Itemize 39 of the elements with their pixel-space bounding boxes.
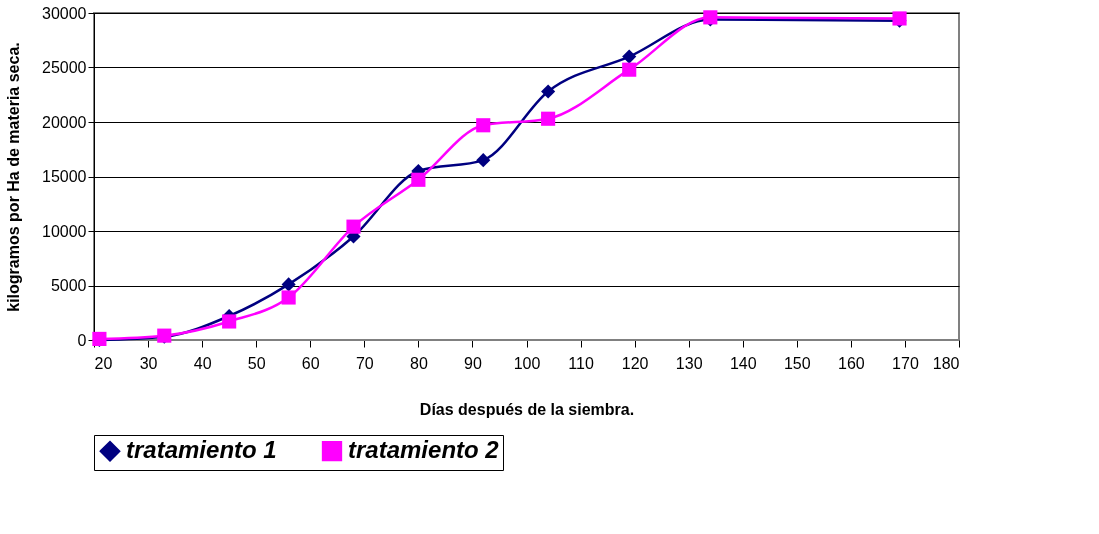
x-tick-label: 50 [247,354,266,372]
x-tick-label: 70 [355,354,374,372]
point [281,290,296,305]
x-tick-label: 110 [568,354,594,372]
legend-label: tratamiento 2 [348,436,500,464]
x-tick-label: 30 [139,354,158,372]
y-tick-label: 10000 [42,222,87,240]
y-tick-label: 20000 [42,113,87,131]
x-tick-label: 60 [301,354,320,372]
point [622,49,637,64]
x-tick-label: 170 [892,354,919,372]
x-tick-label: 90 [464,354,482,372]
x-tick-label: 40 [193,354,212,372]
x-tick-label: 150 [783,354,811,372]
x-tick-label: 120 [621,354,649,372]
x-tick-label: 80 [409,354,428,372]
legend-label: tratamiento 1 [126,436,277,464]
x-axis-title: Días después de la siembra. [419,400,635,418]
y-tick-label: 0 [77,331,87,349]
point [411,172,426,187]
x-tick-label: 160 [838,354,865,372]
point [222,314,237,329]
y-tick-label: 30000 [42,4,87,22]
point [622,62,637,77]
point [476,153,491,168]
x-tick-label: 20 [94,354,113,372]
point [281,277,296,292]
point [541,111,556,126]
y-axis-title: kilogramos por Ha de materia seca. [5,42,23,312]
x-tick-label: 100 [513,354,541,372]
x-tick-label: 180 [932,354,960,372]
point [541,84,556,99]
x-tick-label: 130 [675,354,703,372]
x-tick-label: 140 [729,354,757,372]
point [346,219,361,234]
y-tick-label: 15000 [42,168,87,185]
y-tick-label: 25000 [42,59,87,76]
y-tick-label: 5000 [50,277,87,294]
point [476,118,491,133]
